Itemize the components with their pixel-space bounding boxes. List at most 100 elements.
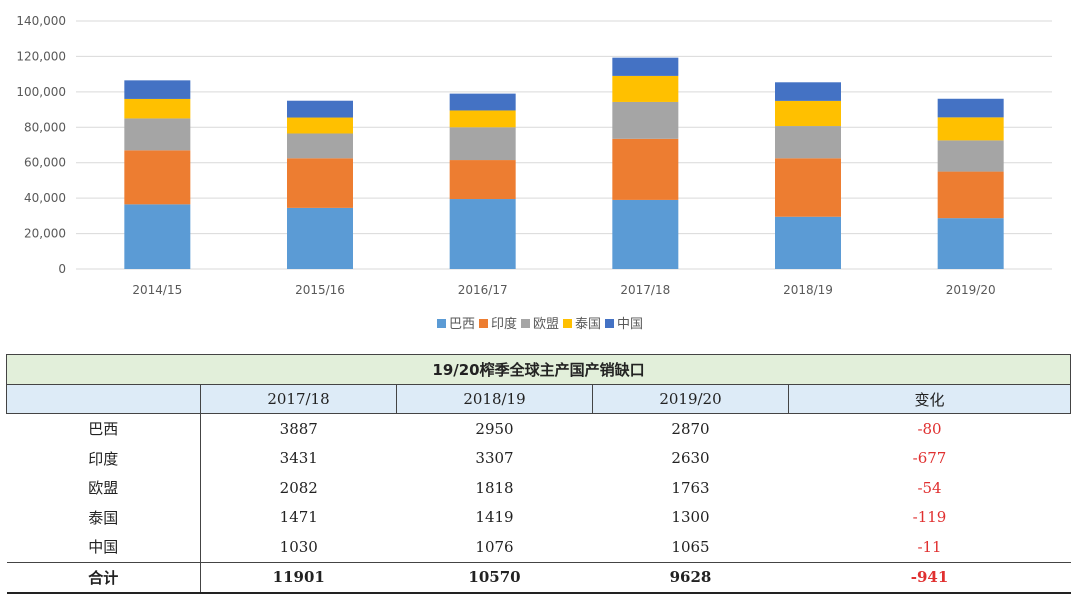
bar-segment (287, 207, 353, 269)
bar-segment (612, 101, 679, 139)
bar-segment (124, 80, 191, 99)
bar-segment (937, 98, 1004, 118)
table-row: 中国 1030 1076 1065 -11 (6, 532, 1071, 562)
table-row: 巴西 3887 2950 2870 -80 (6, 413, 1071, 444)
x-tick-label: 2016/17 (458, 283, 508, 297)
table-row: 泰国 1471 1419 1300 -119 (6, 502, 1071, 532)
bar-segment (937, 140, 1004, 172)
table-cell: 1076 (475, 537, 514, 556)
table-cell: 2630 (671, 449, 710, 468)
y-axis-tick-labels: 0 20,000 40,000 60,000 80,000 100,000 120,000 1… (16, 14, 66, 276)
legend-swatch (520, 319, 530, 328)
legend-swatch (605, 319, 615, 328)
y-tick-label: 20,000 (24, 227, 66, 241)
bar-segment (287, 117, 353, 134)
table-cell: 2082 (279, 478, 318, 497)
x-tick-label: 2015/16 (295, 283, 345, 297)
table-cell: 1419 (475, 508, 514, 527)
header-cell: 2018/19 (396, 384, 593, 414)
bar-segment (612, 138, 679, 200)
row-label: 合计 (6, 561, 201, 594)
bar-segment (449, 160, 516, 200)
y-tick-label: 0 (58, 262, 66, 276)
table-cell: 2870 (671, 419, 710, 438)
header-cell (6, 384, 201, 414)
stacked-bar-chart: 0 20,000 40,000 60,000 80,000 100,000 120,000 1… (16, 14, 1052, 297)
legend-item: 中国 (605, 313, 643, 332)
bar-segment (124, 98, 191, 119)
table-cell: 10570 (396, 561, 593, 594)
table-cell: 9628 (592, 561, 789, 594)
legend-label: 欧盟 (532, 317, 559, 332)
table-cell: 3307 (475, 449, 514, 468)
bar-segment (775, 216, 841, 269)
x-axis-tick-labels: 2014/15 2015/16 2016/17 2017/18 2018/19 2019/… (132, 283, 995, 297)
chart-legend: 巴西 印度 欧盟 泰国 中国 (0, 313, 1080, 332)
table-cell: -677 (912, 449, 947, 468)
legend-label: 中国 (617, 317, 644, 332)
row-label: 欧盟 (6, 473, 201, 503)
legend-label: 泰国 (575, 317, 602, 332)
bar-segment (937, 117, 1004, 141)
x-tick-label: 2014/15 (132, 283, 182, 297)
legend-item: 泰国 (563, 313, 601, 332)
legend-item: 欧盟 (520, 313, 559, 332)
header-cell: 2017/18 (200, 384, 397, 414)
bar-segment (775, 126, 841, 159)
table-cell: 3887 (279, 419, 318, 438)
table-row: 欧盟 2082 1818 1763 -54 (6, 473, 1071, 503)
table-title-row: 19/20榨季全球主产国产销缺口 (5, 354, 1072, 385)
row-label: 中国 (6, 532, 201, 562)
gridlines (76, 20, 1052, 270)
row-label: 泰国 (6, 502, 201, 532)
table-cell: 1763 (671, 478, 710, 497)
bar-segment (775, 100, 841, 127)
bar-segment (937, 171, 1004, 219)
bar-segment (124, 150, 191, 205)
legend-label: 印度 (490, 317, 517, 332)
bar-segment (612, 199, 679, 269)
table-header-row: 2017/18 2018/19 2019/20 变化 (6, 384, 1072, 414)
bar-segment (612, 57, 679, 76)
table-cell: -80 (917, 419, 942, 438)
row-label: 印度 (6, 443, 201, 473)
table-cell: -11 (917, 537, 942, 556)
x-tick-label: 2019/20 (946, 283, 996, 297)
header-cell: 2019/20 (592, 384, 789, 414)
y-tick-label: 80,000 (24, 120, 66, 134)
table-cell: 1300 (671, 508, 710, 527)
table-title: 19/20榨季全球主产国产销缺口 (5, 354, 1072, 385)
legend-label: 巴西 (448, 317, 475, 332)
table-cell: -119 (912, 508, 947, 527)
table-cell: 2950 (475, 419, 514, 438)
x-tick-label: 2018/19 (783, 283, 833, 297)
y-tick-label: 40,000 (24, 191, 66, 205)
legend-swatch (436, 319, 446, 328)
bar-segment (124, 204, 191, 269)
legend-item: 印度 (478, 313, 517, 332)
bar-segment (449, 127, 516, 161)
supply-demand-gap-table-container: 19/20榨季全球主产国产销缺口 2017/18 2018/19 2019/20… (5, 354, 1072, 594)
table-cell: -941 (788, 561, 1071, 594)
header-cell: 变化 (787, 384, 1072, 414)
table-cell: 11901 (200, 561, 397, 594)
bar-segment (287, 158, 353, 208)
y-tick-label: 100,000 (16, 85, 66, 99)
table-cell: 1030 (279, 537, 318, 556)
bar-segment (287, 133, 353, 159)
bar-segment (612, 75, 679, 102)
legend-item: 巴西 (436, 313, 475, 332)
table-row: 印度 3431 3307 2630 -677 (6, 443, 1071, 473)
legend-swatch (478, 319, 488, 328)
y-tick-label: 140,000 (16, 14, 66, 28)
bar-segment (937, 218, 1004, 269)
bar-segment (775, 158, 841, 217)
table-cell: 3431 (279, 449, 318, 468)
bar-stacks (124, 57, 1004, 269)
table-cell: -54 (917, 478, 942, 497)
bar-segment (449, 93, 516, 111)
legend-swatch (563, 319, 572, 328)
bar-segment (124, 118, 191, 151)
bar-segment (449, 110, 516, 128)
bar-segment (775, 82, 841, 101)
